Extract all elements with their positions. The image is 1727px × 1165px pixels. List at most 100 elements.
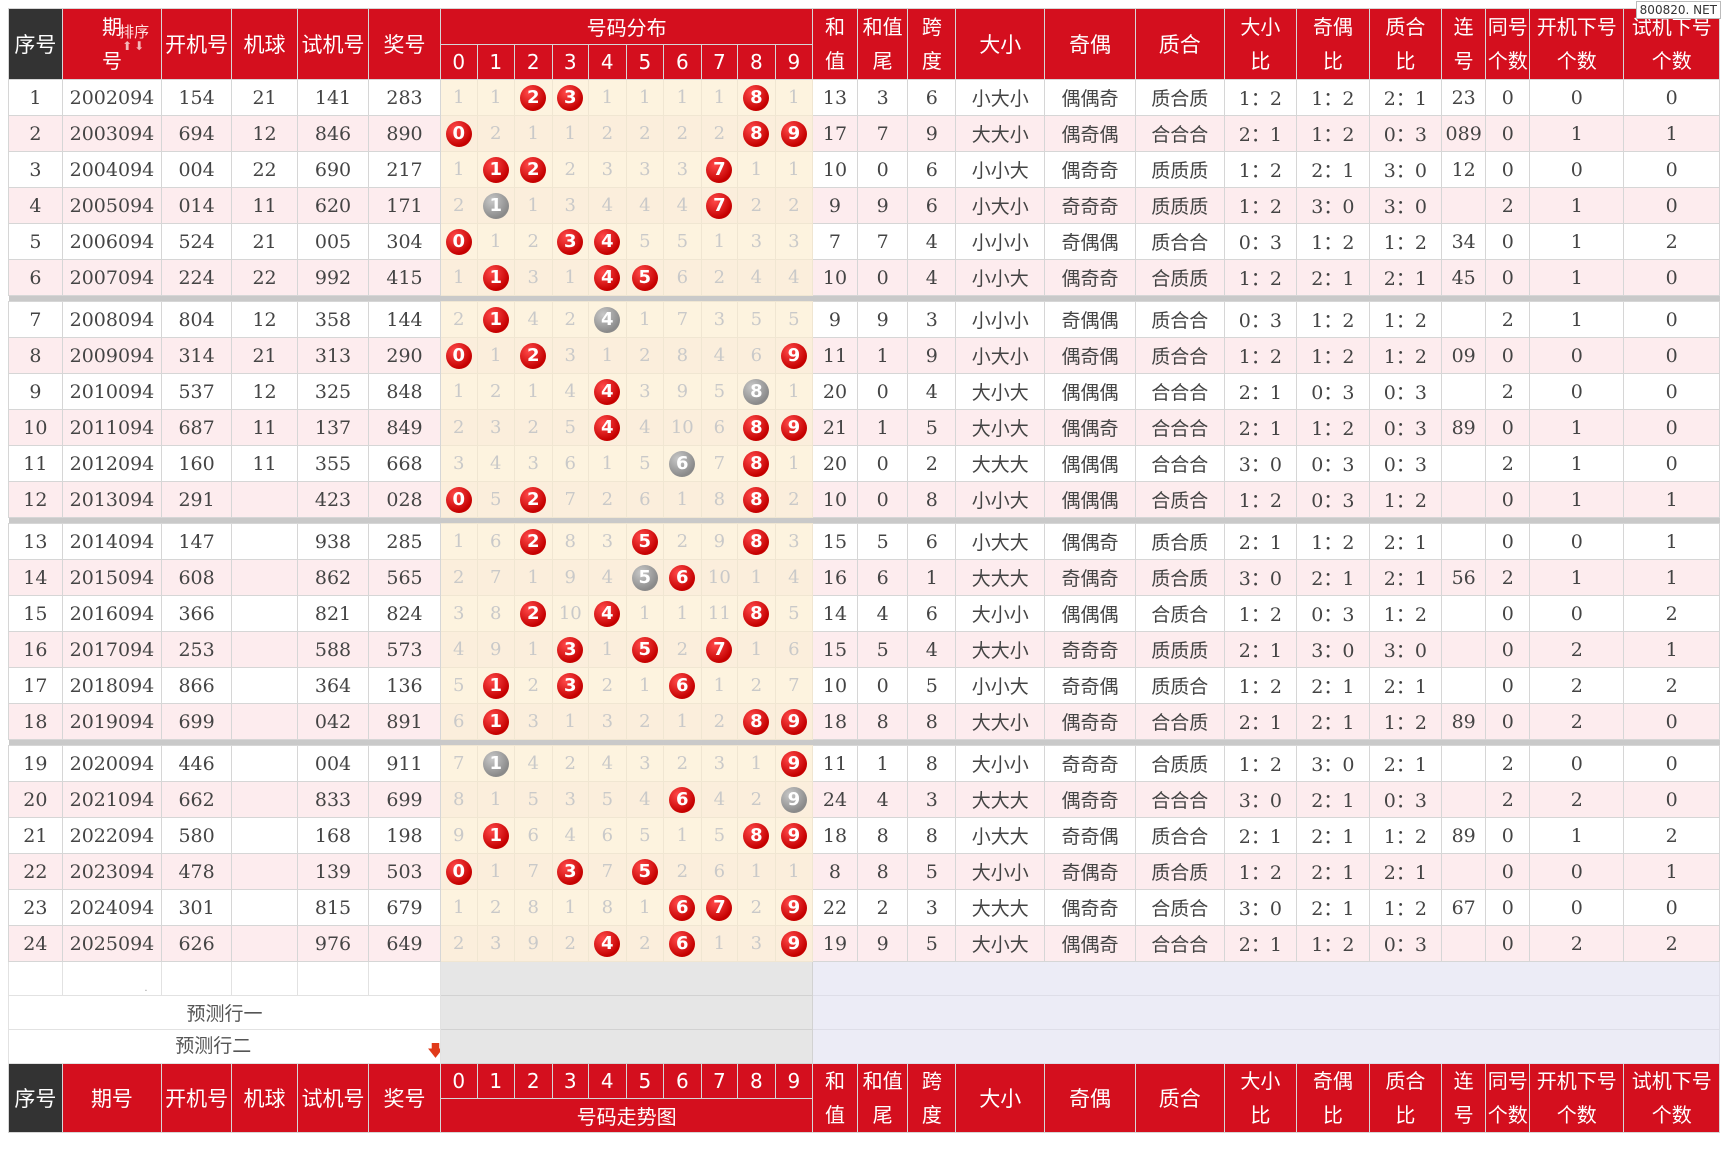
dist-cell-3: 2 bbox=[551, 925, 590, 962]
predict-row-1[interactable]: 预测行一 bbox=[8, 995, 1720, 1030]
dist-cell-3: 3 bbox=[551, 337, 590, 374]
dist-cell-7: 10 bbox=[700, 559, 739, 596]
cell-jiou: 偶奇奇 bbox=[1044, 259, 1136, 296]
cell-job: 2：1 bbox=[1295, 781, 1370, 818]
cell-lian bbox=[1440, 595, 1487, 632]
cell-period: 2004094 bbox=[61, 151, 163, 188]
blank-dist-area[interactable] bbox=[439, 961, 814, 996]
dist-cell-7: 3 bbox=[700, 745, 739, 782]
cell-hezhi: 20 bbox=[812, 373, 858, 410]
dist-cell-8: 1 bbox=[737, 631, 776, 668]
blank-cell[interactable]: . bbox=[61, 961, 163, 996]
cell-kjx: 0 bbox=[1529, 853, 1625, 890]
cell-jiang: 668 bbox=[368, 445, 441, 482]
predict-row-2[interactable]: 预测行二 🡇 bbox=[8, 1029, 1720, 1064]
dist-cell-6: 5 bbox=[663, 223, 702, 260]
cell-daxiao: 大小大 bbox=[955, 925, 1046, 962]
cell-zhihe: 合质合 bbox=[1134, 481, 1225, 518]
dist-cell-5: 1 bbox=[625, 667, 665, 704]
cell-jiang: 890 bbox=[368, 115, 441, 152]
dist-cell-2: 9 bbox=[514, 925, 553, 962]
cell-hezhi: 11 bbox=[812, 337, 858, 374]
cell-zhb: 1：2 bbox=[1368, 889, 1442, 926]
cell-kjx: 1 bbox=[1529, 187, 1625, 224]
cell-kuadu: 5 bbox=[907, 925, 957, 962]
cell-zhihe: 质合质 bbox=[1134, 559, 1225, 596]
col-period-header[interactable]: 期 号 排序 ⬆⬇ bbox=[61, 8, 163, 80]
cell-jiqiu bbox=[231, 595, 299, 632]
cell-jiang: 849 bbox=[368, 409, 441, 446]
cell-jiou: 偶偶偶 bbox=[1044, 445, 1136, 482]
dist-cell-5: 1 bbox=[625, 595, 665, 632]
cell-period: 2020094 bbox=[61, 745, 163, 782]
cell-daxiao: 小小大 bbox=[955, 151, 1046, 188]
cell-jiang: 283 bbox=[368, 79, 441, 116]
dist-cell-6: 8 bbox=[663, 337, 702, 374]
cell-dxb: 1：2 bbox=[1223, 337, 1297, 374]
cell-seq: 7 bbox=[8, 301, 63, 338]
blank-cell[interactable] bbox=[368, 961, 441, 996]
cell-daxiao: 大小小 bbox=[955, 595, 1046, 632]
cell-sjx: 0 bbox=[1623, 301, 1720, 338]
hit-ball: 8 bbox=[743, 822, 770, 849]
dist-cell-8: 8 bbox=[737, 481, 776, 518]
cell-kuadu: 4 bbox=[907, 223, 957, 260]
dist-cell-6: 6 bbox=[663, 889, 702, 926]
cell-lian bbox=[1440, 373, 1487, 410]
cell-sjx: 2 bbox=[1623, 667, 1720, 704]
cell-zhb: 1：2 bbox=[1368, 481, 1442, 518]
dist-cell-6: 2 bbox=[663, 631, 702, 668]
cell-jiqiu bbox=[231, 925, 299, 962]
cell-job: 2：1 bbox=[1295, 667, 1370, 704]
sort-button[interactable]: 排序 ⬆⬇ bbox=[119, 25, 149, 54]
dist-cell-7: 5 bbox=[700, 817, 739, 854]
cell-seq: 2 bbox=[8, 115, 63, 152]
blank-cell[interactable] bbox=[231, 961, 299, 996]
dist-cell-6: 1 bbox=[663, 703, 702, 740]
site-watermark: 800820. NET bbox=[1635, 1, 1721, 19]
dist-cell-8: 1 bbox=[737, 853, 776, 890]
arrow-down-icon[interactable]: 🡇 bbox=[427, 1041, 439, 1060]
predict-row-2-dist[interactable] bbox=[439, 1029, 814, 1064]
blank-cell[interactable] bbox=[8, 961, 63, 996]
cell-period: 2010094 bbox=[61, 373, 163, 410]
cell-hewei: 0 bbox=[856, 667, 909, 704]
cell-jiou: 奇偶偶 bbox=[1044, 301, 1136, 338]
cell-dxb: 0：3 bbox=[1223, 301, 1297, 338]
cell-tong: 0 bbox=[1485, 523, 1531, 560]
dist-cell-7: 7 bbox=[700, 151, 739, 188]
blank-cell[interactable] bbox=[161, 961, 233, 996]
cell-zhb: 1：2 bbox=[1368, 817, 1442, 854]
dist-cell-1: 1 bbox=[476, 853, 516, 890]
cell-daxiao: 大大小 bbox=[955, 115, 1046, 152]
cell-seq: 19 bbox=[8, 745, 63, 782]
cell-jiou: 偶偶奇 bbox=[1044, 409, 1136, 446]
predict-row-1-dist[interactable] bbox=[439, 995, 814, 1030]
cell-kjx: 2 bbox=[1529, 925, 1625, 962]
dist-cell-3: 1 bbox=[551, 703, 590, 740]
cell-jiang: 573 bbox=[368, 631, 441, 668]
dist-cell-9: 9 bbox=[774, 115, 814, 152]
dist-cell-3: 2 bbox=[551, 745, 590, 782]
dist-cell-9: 3 bbox=[774, 223, 814, 260]
dist-cell-0: 0 bbox=[440, 223, 478, 260]
cell-jiou: 偶奇奇 bbox=[1044, 889, 1136, 926]
hit-ball: 1 bbox=[482, 708, 509, 735]
dist-cell-6: 1 bbox=[663, 481, 702, 518]
dist-cell-9: 1 bbox=[774, 79, 814, 116]
dist-cell-7: 7 bbox=[700, 187, 739, 224]
hit-ball: 4 bbox=[594, 930, 621, 957]
cell-daxiao: 小大小 bbox=[955, 79, 1046, 116]
blank-input-row[interactable]: . bbox=[8, 961, 1720, 996]
cell-jiang: 136 bbox=[368, 667, 441, 704]
footer-jiou-header: 奇偶 bbox=[1044, 1063, 1136, 1133]
cell-job: 3：0 bbox=[1295, 631, 1370, 668]
cell-tong: 0 bbox=[1485, 631, 1531, 668]
dist-cell-6: 2 bbox=[663, 853, 702, 890]
table-row: 3 2004094 004 22 690 217 1 1 2 2 3 3 3 7 1 1 10 0 6 小小大 偶奇奇质… bbox=[8, 151, 1720, 188]
cell-jiou: 奇奇偶 bbox=[1044, 667, 1136, 704]
hit-ball: 6 bbox=[669, 564, 696, 591]
cell-seq: 13 bbox=[8, 523, 63, 560]
dist-cell-5: 5 bbox=[625, 445, 665, 482]
blank-cell[interactable] bbox=[297, 961, 369, 996]
